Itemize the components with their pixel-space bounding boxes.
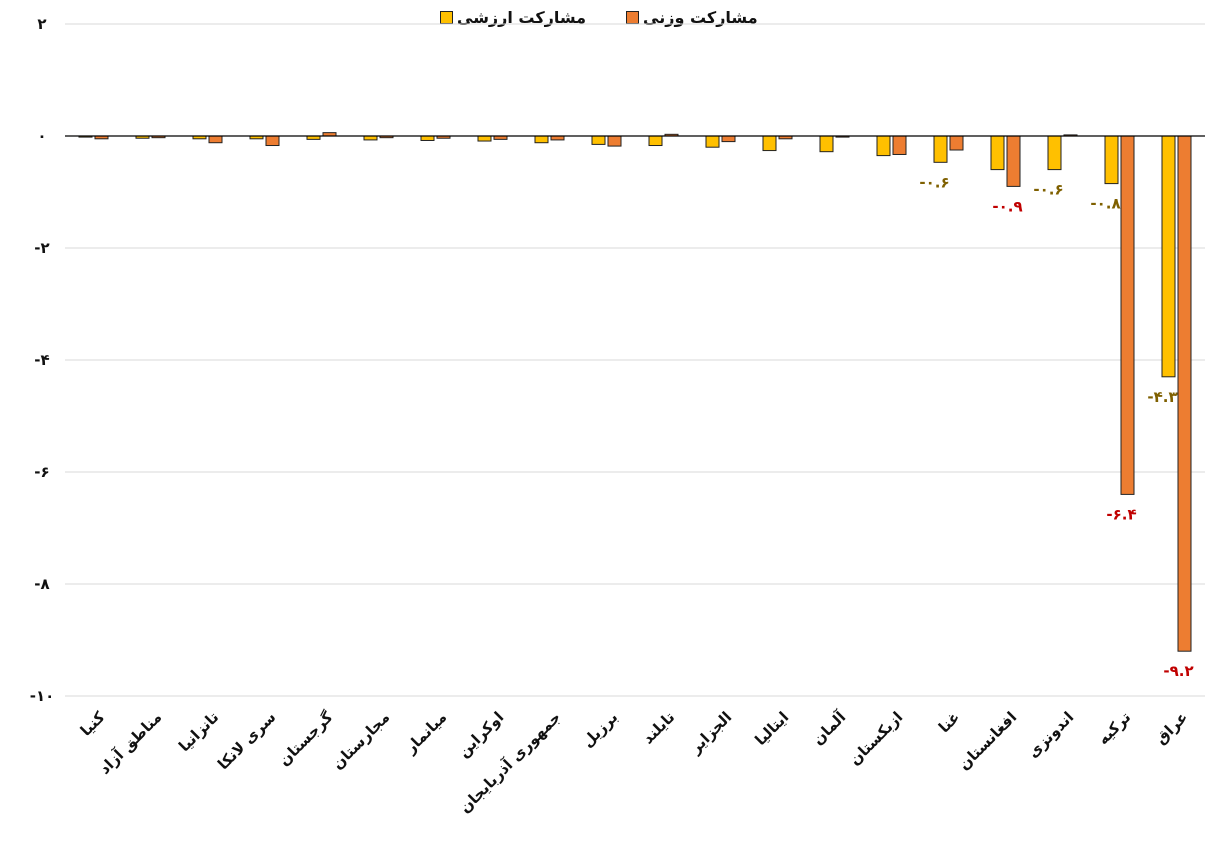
legend-label-value-share: مشارکت ارزشی: [457, 8, 587, 27]
bar-weight-share: [949, 135, 964, 151]
bar-value-share: [990, 135, 1005, 171]
bar-weight-share: [208, 135, 223, 144]
bar-value-share: [477, 135, 492, 142]
category-label: الجزایر: [686, 708, 736, 758]
category-label: ازبکستان: [846, 708, 907, 769]
category-label: غنا: [935, 708, 963, 736]
bar-weight-share: [607, 135, 622, 147]
category-label: جمهوری آذربایجان: [456, 708, 564, 816]
bar-weight-share: [892, 135, 907, 155]
bar-value-share: [648, 135, 663, 147]
data-label: -۹.۲: [1163, 662, 1193, 680]
bar-weight-share: [265, 135, 280, 147]
bar-value-share: [1161, 135, 1176, 378]
data-label: -۰.۹: [992, 197, 1022, 215]
category-label: اندونزی: [1024, 708, 1077, 761]
data-label: -۰.۶: [919, 173, 949, 191]
bar-weight-share: [1006, 135, 1021, 187]
bar-weight-share: [1177, 135, 1192, 652]
category-label: مناطق آزاد: [96, 708, 166, 778]
bar-value-share: [876, 135, 891, 157]
y-tick-label: ۰: [37, 127, 46, 145]
category-label: مجارستان: [328, 708, 393, 773]
bar-value-share: [1104, 135, 1119, 185]
bar-value-share: [534, 135, 549, 144]
data-label: -۰.۸: [1090, 195, 1120, 213]
category-label: میانمار: [401, 708, 450, 757]
bar-value-share: [933, 135, 948, 163]
legend-item-weight-share: مشارکت وزنی: [626, 8, 758, 27]
bar-weight-share: [721, 135, 736, 143]
bar-value-share: [762, 135, 777, 152]
bar-value-share: [819, 135, 834, 153]
y-tick-label: -۲: [34, 239, 49, 257]
bar-value-share: [591, 135, 606, 145]
y-tick-label: ۲: [37, 15, 46, 33]
category-label: اوکراین: [454, 708, 507, 761]
y-tick-label: -۱۰: [30, 687, 55, 705]
category-label: کنیا: [77, 708, 109, 740]
category-label: سری لانکا: [214, 708, 279, 773]
category-label: برزیل: [578, 708, 621, 751]
category-label: تانزانیا: [175, 708, 222, 755]
bar-weight-share: [1120, 135, 1135, 495]
y-tick-label: -۶: [34, 463, 49, 481]
bar-value-share: [420, 135, 435, 141]
category-label: تایلند: [639, 708, 678, 747]
y-tick-label: -۴: [34, 351, 49, 369]
category-label: آلمان: [809, 707, 850, 748]
bar-value-share: [1047, 135, 1062, 171]
category-label: ترکیه: [1094, 708, 1134, 748]
bar-value-share: [705, 135, 720, 148]
category-label: افغانستان: [955, 708, 1020, 773]
category-label: ایتالیا: [751, 708, 792, 749]
legend: مشارکت وزنی مشارکت ارزشی: [440, 8, 758, 27]
category-label: عراق: [1152, 708, 1192, 748]
data-label: -۴.۳: [1147, 388, 1177, 406]
legend-label-weight-share: مشارکت وزنی: [643, 8, 758, 27]
y-tick-label: -۸: [34, 575, 49, 593]
data-label: -۶.۴: [1106, 505, 1136, 523]
data-label: -۰.۶: [1033, 181, 1063, 199]
